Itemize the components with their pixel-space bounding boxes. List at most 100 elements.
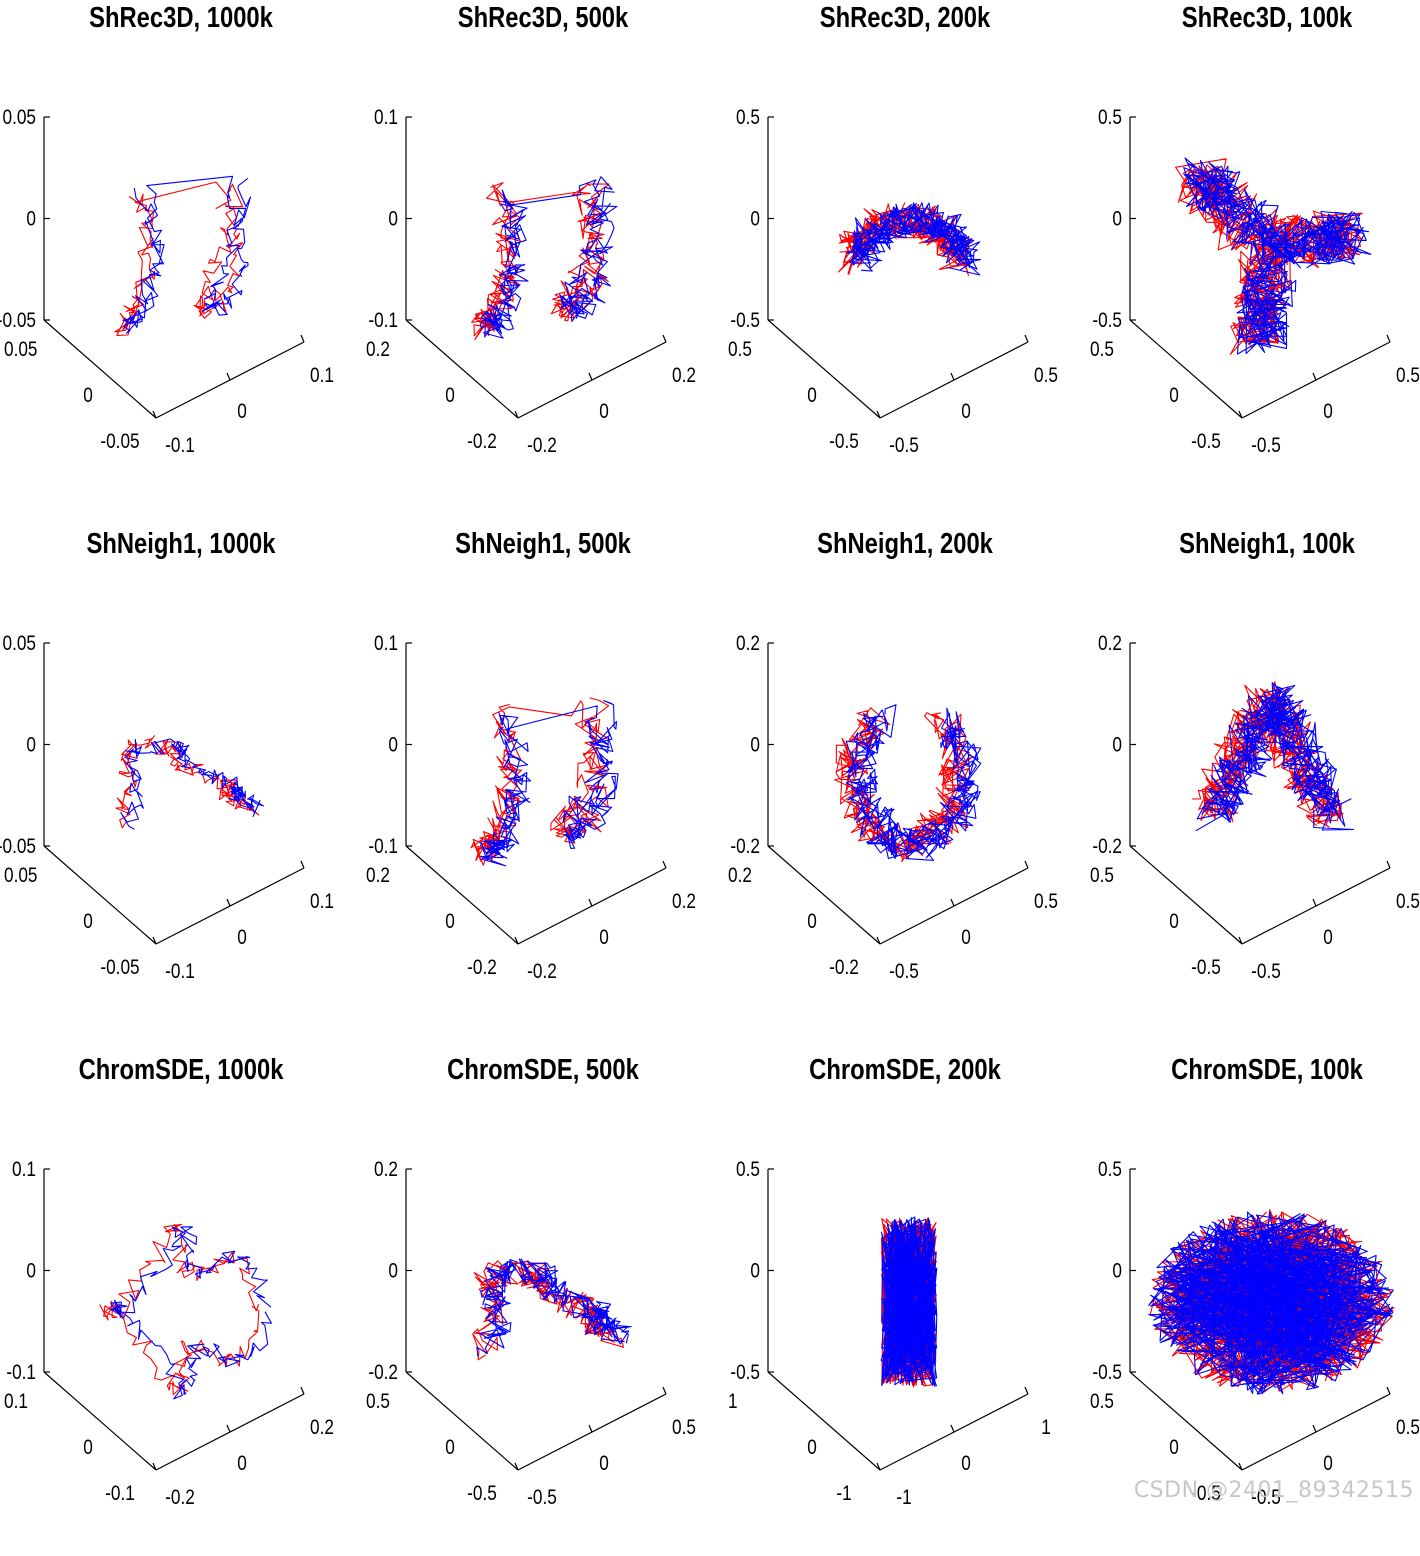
x-tick-label: 0.5	[1396, 365, 1420, 388]
x-tick	[514, 410, 519, 419]
series-blue-line	[476, 1258, 632, 1357]
panel-title: ChromSDE, 100k	[1171, 1054, 1363, 1086]
x-tick	[514, 936, 519, 945]
panel-title: ShRec3D, 500k	[457, 2, 629, 34]
z-tick-label: 0	[388, 734, 398, 757]
y-tick-label: -0.5	[1191, 431, 1221, 454]
x-tick-label: 0.2	[672, 365, 696, 388]
y-tick-label: 0.05	[4, 865, 38, 888]
series-blue-line	[845, 202, 982, 276]
z-tick-label: -0.2	[368, 1362, 398, 1385]
x-tick-label: 0.1	[310, 891, 334, 914]
series-red-line	[471, 182, 610, 341]
z-tick-label: 0.5	[1098, 107, 1122, 130]
z-tick-label: -0.5	[1092, 1362, 1122, 1385]
z-tick-label: 0	[26, 208, 36, 231]
panel-6: ShNeigh1, 500k 0.1 0 -0.1 0.2 0 -0.2 -0.2 0 0.2	[362, 526, 724, 1030]
x-tick-label: 0	[1323, 401, 1333, 424]
y-tick-label: -0.05	[100, 957, 139, 980]
y-tick-label: 0.5	[728, 339, 752, 362]
series-red-line	[470, 697, 610, 866]
z-tick-label: 0.5	[736, 107, 760, 130]
panel-8: ShNeigh1, 100k 0.2 0 -0.2 0.5 0 -0.5 -0.5 0 0.5	[1086, 526, 1420, 1030]
z-tick-label: -0.5	[1092, 310, 1122, 333]
y-tick-label: 0	[445, 385, 455, 408]
x-tick-label: 0.5	[1396, 1417, 1420, 1440]
z-tick-label: 0.2	[1098, 633, 1122, 656]
x-tick	[152, 1462, 157, 1471]
z-tick-label: 0.1	[12, 1159, 36, 1182]
z-tick-label: 0	[388, 208, 398, 231]
panel-11: ChromSDE, 200k 0.5 0 -0.5 1 0 -1 -1 0 1	[724, 1052, 1086, 1556]
panel-title: ShNeigh1, 100k	[1179, 528, 1355, 560]
x-tick	[662, 860, 667, 869]
x-tick-label: -0.2	[165, 1487, 195, 1510]
series-blue-line	[120, 738, 264, 830]
x-tick-label: -0.5	[1251, 1487, 1281, 1510]
x-tick	[588, 898, 593, 907]
x-tick-label: 0	[599, 1453, 609, 1476]
x-tick	[1386, 334, 1391, 343]
x-tick-label: 0	[961, 1453, 971, 1476]
x-tick-label: -0.2	[527, 961, 557, 984]
x-tick-label: 1	[1041, 1417, 1051, 1440]
x-tick	[300, 334, 305, 343]
x-tick	[1024, 1386, 1029, 1395]
x-tick	[1386, 1386, 1391, 1395]
panel-title: ChromSDE, 500k	[447, 1054, 639, 1086]
plot-svg: 0.2 0 -0.2 0.5 0 -0.5 -0.5 0 0.5	[1090, 633, 1420, 984]
x-tick	[662, 1386, 667, 1395]
x-tick-label: 0	[1323, 1453, 1333, 1476]
z-tick-label: 0	[750, 208, 760, 231]
x-tick	[1024, 334, 1029, 343]
x-tick	[226, 372, 231, 381]
x-tick	[226, 1424, 231, 1433]
panel-4: ShRec3D, 100k 0.5 0 -0.5 0.5 0 -0.5 -0.5 0 0.5	[1086, 0, 1420, 504]
y-tick-label: 0	[83, 1437, 93, 1460]
panel-3: ShRec3D, 200k 0.5 0 -0.5 0.5 0 -0.5 -0.5 0 0.5	[724, 0, 1086, 504]
x-tick-label: -1	[896, 1487, 911, 1510]
y-tick-label: -0.5	[1191, 957, 1221, 980]
x-tick-label: 0	[599, 401, 609, 424]
y-axis	[1129, 1371, 1243, 1471]
z-tick-label: 0.1	[374, 107, 398, 130]
panel-title: ChromSDE, 200k	[809, 1054, 1001, 1086]
series-blue-line	[845, 704, 982, 861]
plot-svg: 0.1 0 -0.1 0.2 0 -0.2 -0.2 0 0.2	[366, 107, 696, 458]
panel-title: ShRec3D, 1000k	[89, 2, 273, 34]
y-tick-label: 0.5	[1090, 339, 1114, 362]
panel-title: ShNeigh1, 500k	[455, 528, 631, 560]
figure-grid: ShRec3D, 1000k 0.05 0 -0.05 0.05 0 -0.05 -0.1 0 0…	[0, 0, 1420, 1510]
plot-svg: 0.5 0 -0.5 0.5 0 -0.5 -0.5 0 0.5	[1090, 107, 1420, 458]
z-tick-label: 0	[1112, 1260, 1122, 1283]
y-tick-label: 0.2	[366, 865, 390, 888]
y-tick-label: -0.1	[105, 1483, 135, 1506]
y-tick-label: 0	[445, 911, 455, 934]
y-tick-label: 0	[83, 911, 93, 934]
z-tick-label: -0.1	[368, 836, 398, 859]
x-tick	[876, 1462, 881, 1471]
y-tick-label: 0.5	[1090, 865, 1114, 888]
y-tick-label: 0.5	[366, 1391, 390, 1414]
x-tick-label: -0.5	[527, 1487, 557, 1510]
y-axis	[405, 319, 519, 419]
y-axis	[1129, 319, 1243, 419]
x-tick	[1238, 936, 1243, 945]
y-tick-label: 0	[1169, 1437, 1179, 1460]
x-tick	[152, 410, 157, 419]
panel-12: ChromSDE, 100k 0.5 0 -0.5 0.5 0 -0.5 -0.5 0 0.5	[1086, 1052, 1420, 1556]
series-red-line	[115, 735, 260, 829]
plot-svg: 0.5 0 -0.5 0.5 0 -0.5 -0.5 0 0.5	[1090, 1159, 1420, 1510]
x-tick	[152, 936, 157, 945]
x-tick	[950, 372, 955, 381]
y-tick-label: -0.2	[829, 957, 859, 980]
y-axis	[405, 845, 519, 945]
x-tick	[876, 410, 881, 419]
panel-title: ShRec3D, 100k	[1181, 2, 1353, 34]
y-tick-label: 0	[1169, 385, 1179, 408]
plot-svg: 0.05 0 -0.05 0.05 0 -0.05 -0.1 0 0.1	[0, 107, 334, 458]
x-tick	[950, 1424, 955, 1433]
y-tick-label: 0	[807, 911, 817, 934]
series-blue-line	[880, 1216, 938, 1387]
series-blue-line	[479, 176, 618, 339]
